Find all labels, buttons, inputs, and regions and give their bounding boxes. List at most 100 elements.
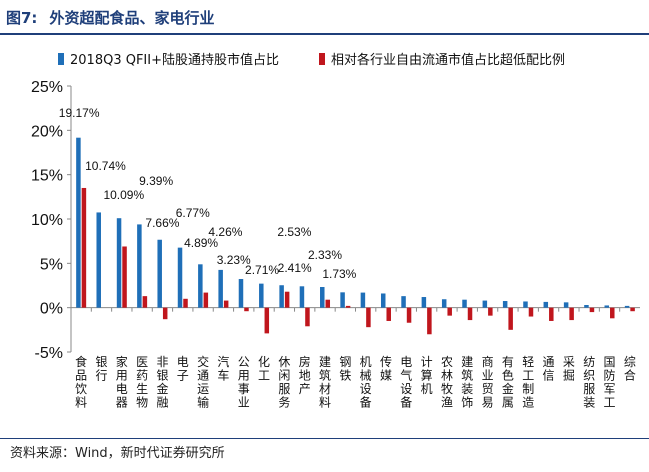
bar-overweight-ratio [406, 307, 412, 323]
bar-holding-share [279, 285, 284, 308]
bar-holding-share [624, 305, 630, 308]
x-category-label: 采掘 [563, 355, 575, 383]
bar-holding-share [604, 305, 610, 308]
y-tick-label: 10% [31, 212, 63, 229]
bar-overweight-ratio [569, 307, 574, 321]
legend-label-overweight-ratio: 相对各行业自由流通市值占比超低配比例 [331, 52, 565, 68]
bar-overweight-ratio [366, 307, 371, 328]
x-category-label: 化工 [258, 355, 270, 383]
bar-holding-share [76, 137, 81, 308]
bar-overweight-ratio [305, 307, 310, 327]
x-category-label: 计算机 [421, 355, 433, 396]
x-category-label: 房地产 [299, 354, 311, 396]
bar-overweight-ratio [325, 299, 331, 308]
bar-overweight-ratio [183, 298, 188, 308]
bar-overweight-ratio [528, 307, 534, 317]
data-label: 10.09% [103, 188, 144, 202]
bar-overweight-ratio [223, 300, 229, 308]
x-category-label: 休闲服务 [278, 355, 290, 410]
x-category-label: 电气设备 [400, 355, 412, 410]
bar-overweight-ratio [467, 307, 473, 321]
data-label: 4.89% [184, 236, 218, 250]
x-category-label: 公用事业 [238, 355, 250, 410]
data-label: 6.77% [176, 206, 210, 220]
y-tick-label: 0% [40, 301, 63, 318]
x-category-label: 食品饮料 [75, 354, 87, 410]
bar-holding-share [462, 299, 467, 308]
bar-overweight-ratio [264, 307, 270, 334]
data-label: 2.33% [308, 248, 342, 262]
y-tick-label: 25% [31, 79, 63, 96]
data-label: 4.26% [208, 225, 242, 239]
bar-holding-share [482, 300, 488, 308]
x-category-label: 机械设备 [360, 355, 372, 410]
legend-swatch-overweight-ratio [319, 53, 325, 65]
x-category-label: 家用电器 [116, 354, 128, 410]
x-category-label: 建筑材料 [319, 355, 331, 410]
x-category-label: 传媒 [380, 354, 392, 383]
data-label: 10.74% [85, 159, 126, 173]
data-label: 2.53% [277, 225, 311, 239]
bar-overweight-ratio [508, 307, 513, 330]
x-category-label: 国防军工 [604, 355, 616, 410]
data-label: 2.71% [245, 263, 279, 277]
bar-holding-share [137, 224, 142, 308]
x-category-label: 非银金融 [156, 355, 168, 410]
x-category-label: 钢铁 [339, 355, 351, 383]
x-category-label: 纺织服装 [583, 355, 595, 410]
bar-holding-share [563, 302, 569, 308]
bar-overweight-ratio [203, 292, 209, 308]
x-category-label: 轻工制造 [522, 355, 534, 410]
x-category-label: 建筑装饰 [461, 355, 473, 410]
bar-holding-share [421, 297, 427, 308]
bar-holding-share [96, 212, 101, 308]
bar-holding-share [299, 286, 305, 308]
bar-overweight-ratio [142, 296, 148, 308]
data-label: 19.17% [59, 106, 100, 120]
y-tick-label: 15% [31, 168, 63, 185]
bar-overweight-ratio [244, 307, 249, 312]
data-label: 7.66% [145, 216, 179, 230]
data-label: 1.73% [322, 267, 356, 281]
legend-label-holding-share: 2018Q3 QFII+陆股通持股市值占比 [70, 52, 279, 68]
x-category-label: 电子 [177, 355, 189, 383]
bar-holding-share [360, 292, 366, 308]
x-category-label: 交通运输 [197, 354, 209, 410]
x-category-label: 农林牧渔 [441, 355, 453, 410]
bar-overweight-ratio [610, 307, 615, 319]
x-category-label: 有色金属 [502, 355, 514, 410]
bar-overweight-ratio [345, 305, 351, 308]
y-tick-label: 5% [40, 256, 63, 273]
data-label: 9.39% [139, 174, 173, 188]
bar-holding-share [218, 269, 223, 308]
bar-holding-share [380, 293, 386, 308]
bar-overweight-ratio [488, 307, 493, 316]
source-note: 资料来源：Wind，新时代证券研究所 [10, 446, 225, 461]
data-label: 2.41% [278, 261, 312, 275]
x-category-label: 商业贸易 [482, 354, 494, 410]
bar-overweight-ratio [427, 307, 432, 335]
bar-holding-share [502, 301, 508, 308]
bar-holding-share [157, 239, 162, 308]
bar-overweight-ratio [162, 307, 168, 320]
figure-title: 图7: 外资超配食品、家电行业 [6, 4, 214, 30]
bar-holding-share [198, 264, 203, 308]
figure-number: 图7: [6, 8, 38, 27]
bar-holding-share [177, 247, 183, 308]
y-tick-label: 20% [31, 123, 63, 140]
source-divider [0, 438, 649, 439]
bar-overweight-ratio [549, 307, 554, 321]
bar-holding-share [543, 301, 549, 308]
bar-holding-share [340, 292, 345, 308]
bar-overweight-ratio [81, 187, 87, 308]
x-category-label: 医药生物 [136, 355, 148, 410]
bar-holding-share [238, 279, 244, 308]
bar-overweight-ratio [589, 307, 595, 313]
bar-holding-share [259, 283, 264, 308]
bar-holding-share [116, 218, 122, 308]
bar-overweight-ratio [447, 307, 452, 316]
bar-overweight-ratio [630, 307, 635, 312]
y-tick-label: -5% [35, 345, 63, 362]
bar-overweight-ratio [122, 246, 127, 308]
